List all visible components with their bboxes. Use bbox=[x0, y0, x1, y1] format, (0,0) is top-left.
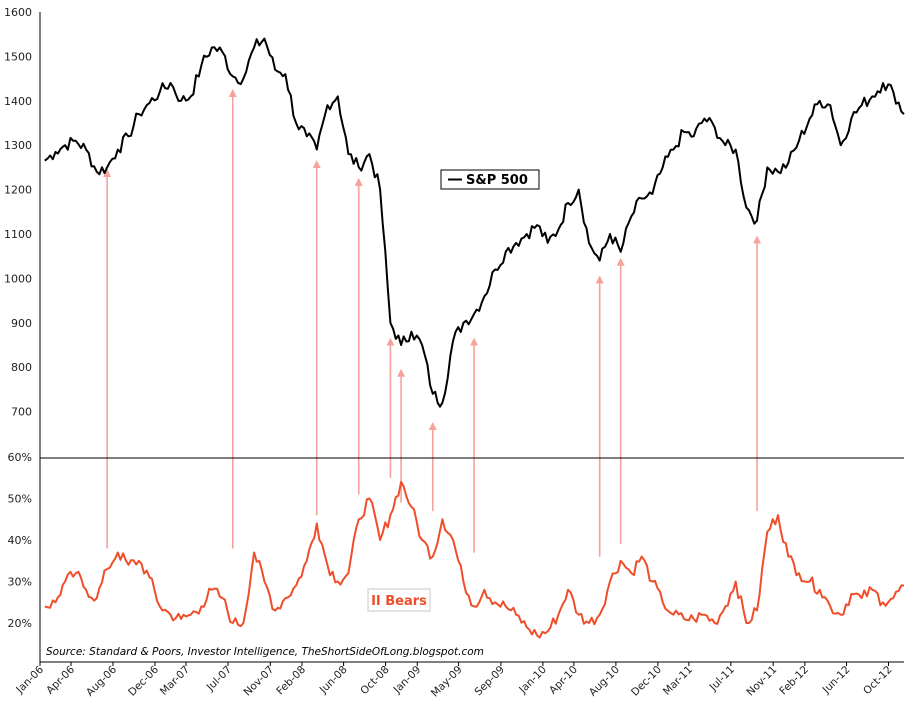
x-tick-label: Jun-12 bbox=[820, 664, 853, 697]
bears-legend: II Bears bbox=[367, 588, 431, 612]
sp500-y-tick-label: 900 bbox=[11, 317, 32, 330]
x-tick-label: Jul-07 bbox=[204, 664, 234, 694]
x-tick-label: Nov-11 bbox=[744, 664, 779, 699]
x-tick-label: Jul-11 bbox=[707, 664, 737, 694]
sp500-y-tick-label: 1000 bbox=[4, 272, 32, 285]
x-tick-label: May-09 bbox=[429, 664, 465, 700]
x-tick-label: Apr-06 bbox=[44, 663, 77, 696]
x-tick-label: Dec-10 bbox=[629, 664, 664, 699]
sp500-y-tick-label: 1200 bbox=[4, 184, 32, 197]
bears-y-tick-label: 60% bbox=[8, 451, 32, 464]
x-tick-label: Sep-09 bbox=[472, 664, 507, 699]
bears-y-tick-label: 30% bbox=[8, 576, 32, 589]
bears-y-tick-label: 40% bbox=[8, 534, 32, 547]
x-tick-label: Jun-08 bbox=[317, 664, 350, 697]
sp500-y-tick-label: 1100 bbox=[4, 228, 32, 241]
bears-y-tick-label: 50% bbox=[8, 493, 32, 506]
sp500-series-line bbox=[44, 37, 905, 408]
x-tick-label: Oct-12 bbox=[861, 664, 894, 697]
bears-legend-label: II Bears bbox=[371, 594, 427, 609]
x-tick-label: Jan-09 bbox=[391, 664, 424, 697]
sp500-panel bbox=[44, 37, 905, 408]
x-tick-label: Mar-07 bbox=[158, 664, 192, 698]
x-tick-label: Nov-07 bbox=[241, 664, 276, 699]
x-tick-label: Feb-12 bbox=[777, 664, 811, 698]
sp500-y-tick-label: 1500 bbox=[4, 50, 32, 63]
sp500-y-tick-label: 800 bbox=[11, 361, 32, 374]
x-tick-label: Mar-11 bbox=[661, 664, 695, 698]
x-tick-label: Jan-10 bbox=[516, 664, 549, 697]
sp500-legend-label: S&P 500 bbox=[466, 173, 528, 188]
sp500-y-tick-label: 700 bbox=[11, 406, 32, 419]
source-note: Source: Standard & Poors, Investor Intel… bbox=[46, 646, 484, 658]
sp500-y-tick-label: 1600 bbox=[4, 6, 32, 19]
x-tick-label: Apr-10 bbox=[547, 664, 580, 697]
axes: 1600 1500 1400 1300 1200 1100 1000 900 800 700 60%… bbox=[4, 6, 904, 699]
x-tick-label: Aug-06 bbox=[84, 663, 119, 698]
sp500-legend: S&P 500 bbox=[440, 169, 540, 190]
x-tick-label: Dec-06 bbox=[126, 663, 161, 698]
bears-panel bbox=[44, 480, 905, 639]
x-tick-label: Feb-08 bbox=[274, 664, 308, 698]
sp500-y-tick-label: 1400 bbox=[4, 95, 32, 108]
bears-series-line bbox=[44, 480, 905, 639]
x-tick-label: Aug-10 bbox=[587, 664, 622, 699]
sp500-y-tick-label: 1300 bbox=[4, 139, 32, 152]
x-tick-label: Jan-06 bbox=[13, 663, 46, 696]
bears-y-tick-label: 20% bbox=[8, 617, 32, 630]
x-tick-label: Oct-08 bbox=[358, 664, 391, 697]
annotation-arrows bbox=[103, 89, 762, 557]
